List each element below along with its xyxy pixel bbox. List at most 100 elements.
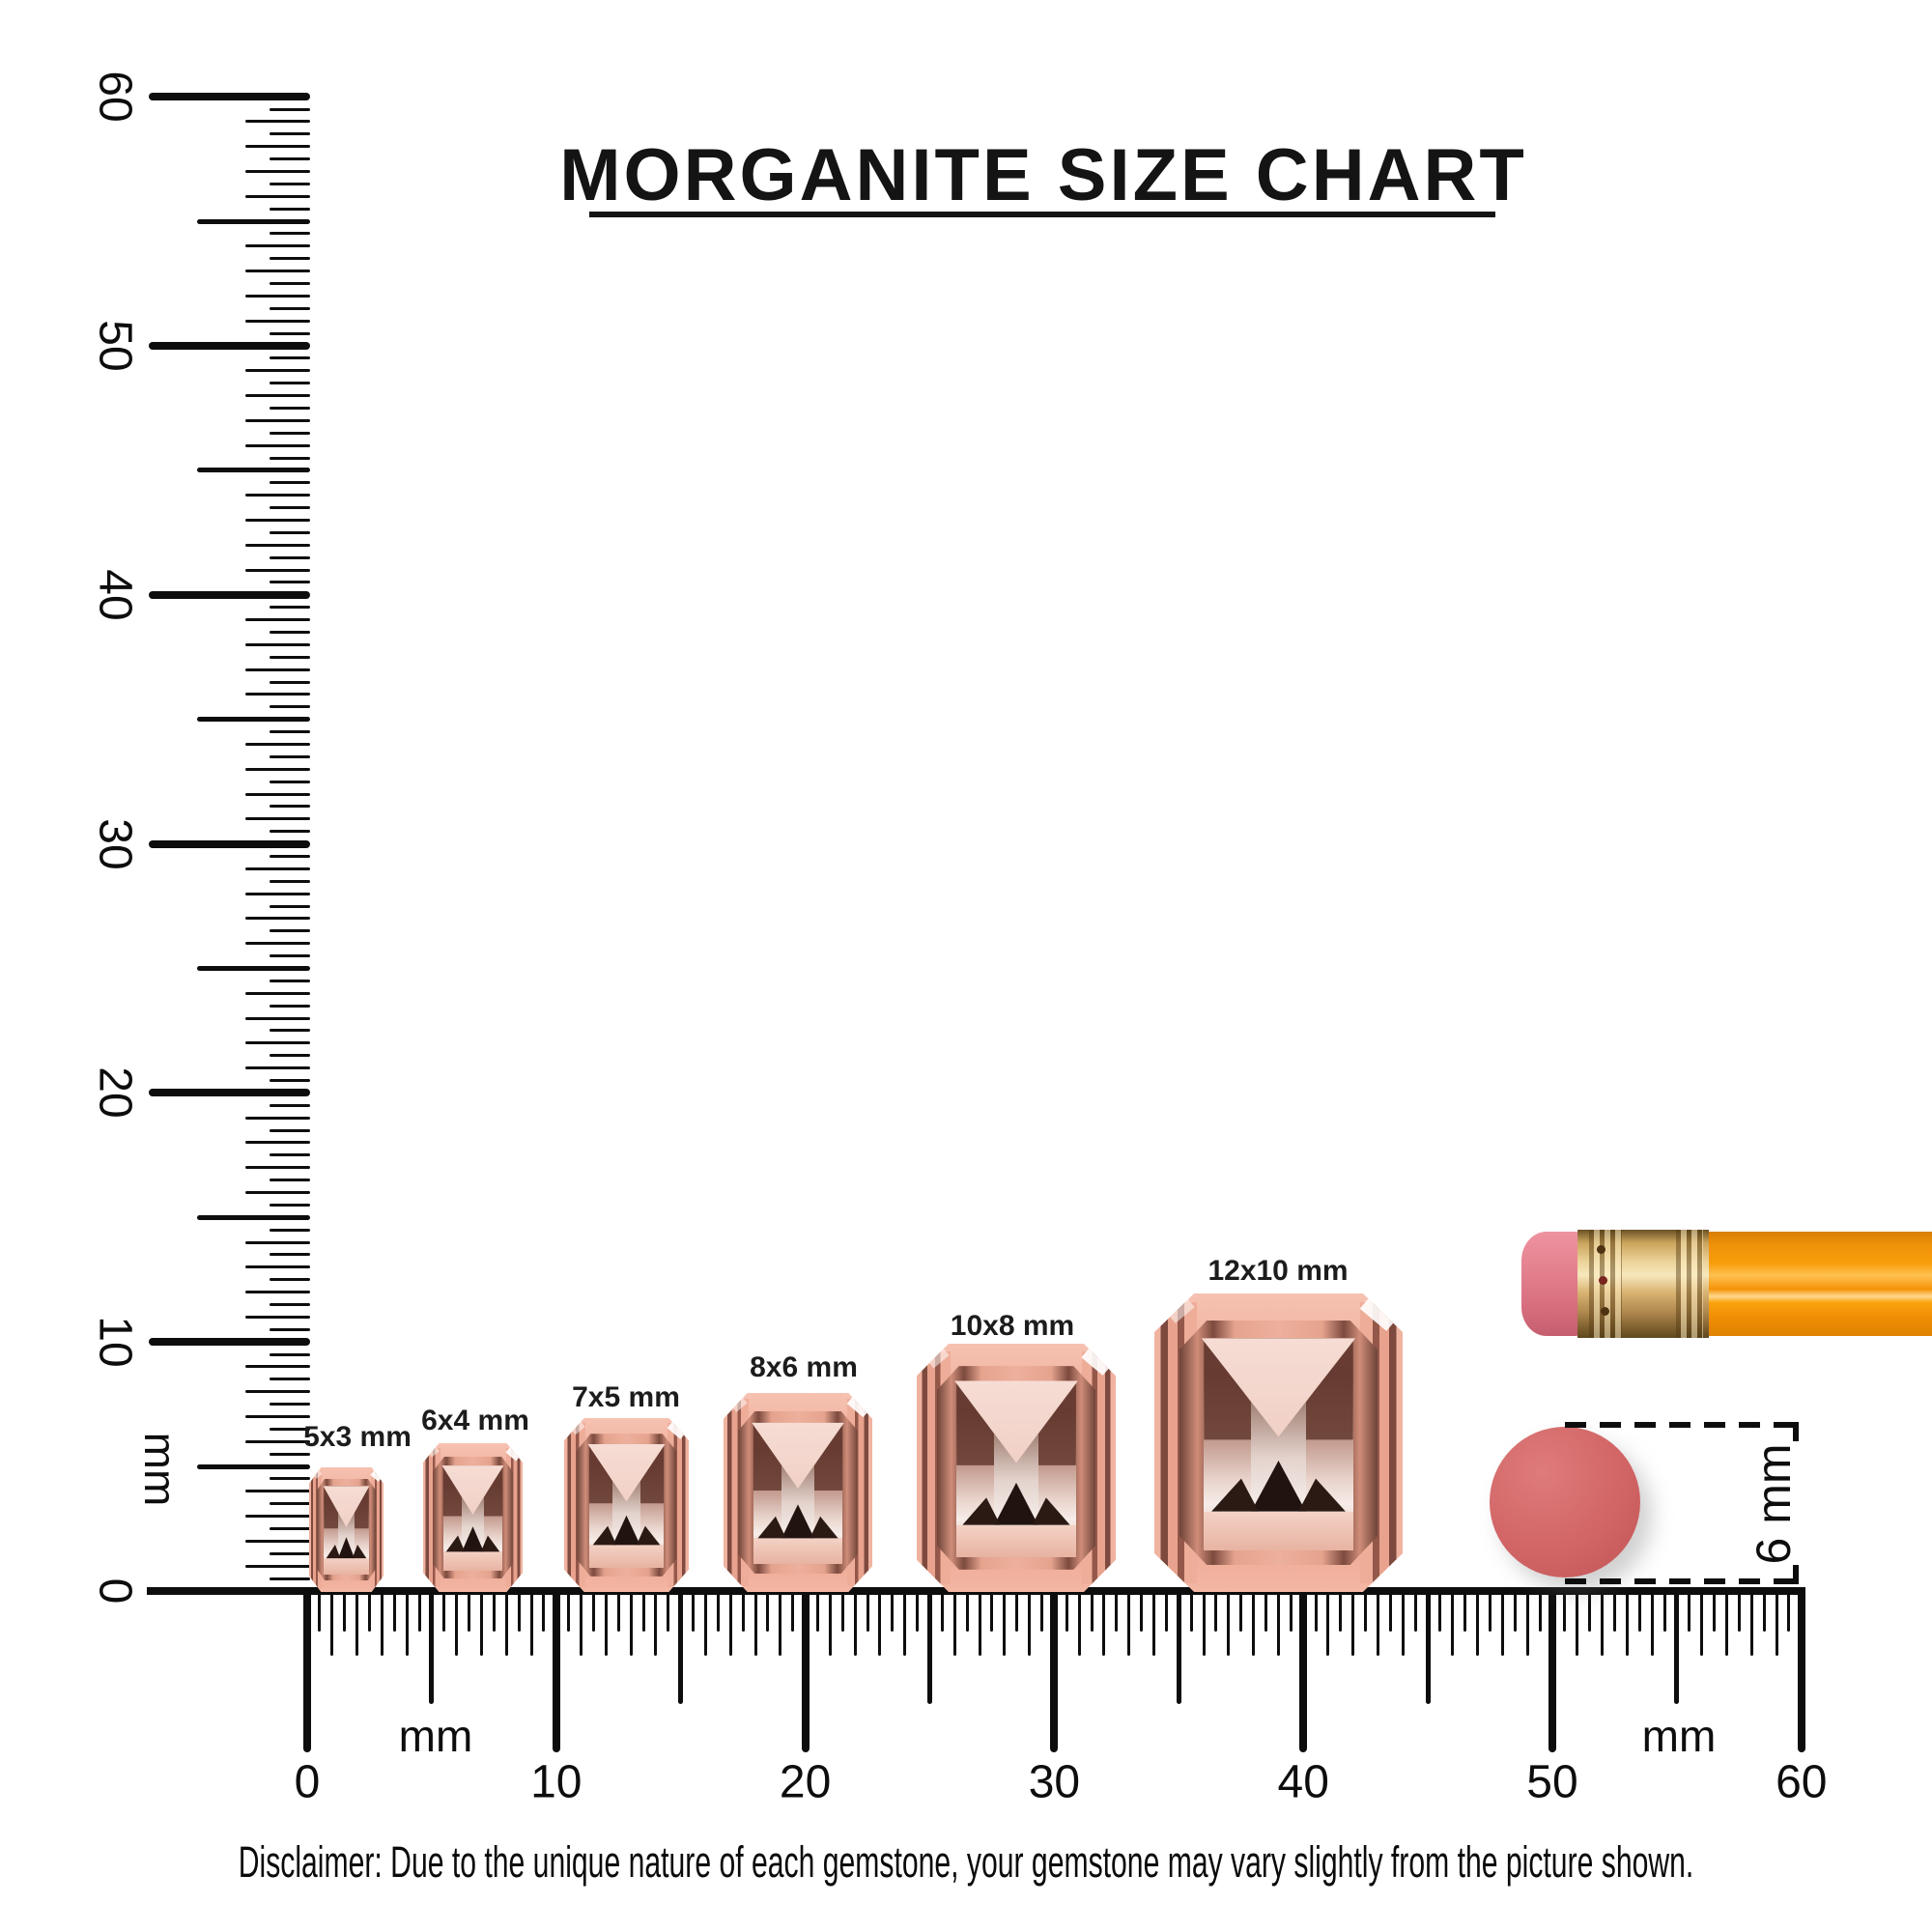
horizontal-ruler-tick <box>1601 1591 1605 1656</box>
dimension-end-stub <box>1793 1565 1799 1584</box>
vertical-ruler-tick <box>270 929 310 933</box>
horizontal-ruler-tick <box>978 1591 981 1656</box>
vertical-ruler-tick <box>245 1265 310 1269</box>
vertical-ruler-tick <box>270 705 310 709</box>
pencil-eraser <box>1521 1232 1581 1336</box>
vertical-ruler-tick <box>245 742 310 746</box>
horizontal-ruler-tick <box>1438 1591 1442 1632</box>
vertical-ruler-tick <box>270 1228 310 1232</box>
vertical-ruler-tick <box>149 1587 310 1595</box>
horizontal-ruler-tick <box>940 1591 944 1632</box>
vertical-ruler-tick <box>270 1527 310 1531</box>
vertical-ruler-number: 20 <box>89 1066 141 1120</box>
vertical-ruler-tick <box>245 1315 310 1319</box>
horizontal-ruler-tick <box>766 1591 770 1632</box>
vertical-ruler-tick <box>270 1551 310 1555</box>
vertical-ruler-tick <box>270 1577 310 1580</box>
vertical-ruler-tick <box>245 418 310 422</box>
vertical-ruler-tick <box>270 1128 310 1132</box>
vertical-ruler-number: 10 <box>89 1316 141 1368</box>
horizontal-ruler-tick <box>417 1591 421 1632</box>
vertical-ruler-tick <box>245 792 310 796</box>
vertical-ruler-number: 50 <box>89 320 141 372</box>
vertical-ruler-tick <box>245 1439 310 1443</box>
horizontal-ruler-tick <box>1476 1591 1480 1656</box>
vertical-ruler-tick <box>270 257 310 261</box>
vertical-ruler-tick <box>270 954 310 958</box>
vertical-ruler-tick <box>245 170 310 174</box>
horizontal-ruler-tick <box>479 1591 483 1656</box>
horizontal-ruler-tick <box>791 1591 795 1632</box>
vertical-ruler-tick <box>270 1352 310 1356</box>
vertical-ruler-tick <box>149 93 310 101</box>
horizontal-ruler-tick <box>1252 1591 1256 1656</box>
horizontal-ruler-tick <box>1688 1591 1691 1632</box>
horizontal-ruler-tick <box>318 1591 322 1632</box>
vertical-ruler-tick <box>149 590 310 599</box>
horizontal-ruler-tick <box>1674 1591 1680 1704</box>
horizontal-ruler-tick <box>1176 1591 1181 1704</box>
horizontal-ruler-tick <box>1326 1591 1330 1656</box>
gem-facet <box>588 1545 665 1568</box>
horizontal-ruler-tick <box>990 1591 994 1632</box>
horizontal-ruler-tick <box>866 1591 869 1632</box>
horizontal-ruler-tick <box>616 1591 620 1632</box>
horizontal-ruler-tick <box>330 1591 334 1656</box>
vertical-ruler-tick <box>197 218 310 224</box>
horizontal-ruler-tick <box>392 1591 396 1632</box>
vertical-ruler-tick <box>270 1427 310 1431</box>
vertical-ruler-tick <box>245 642 310 646</box>
vertical-ruler-tick <box>270 879 310 883</box>
horizontal-ruler-tick <box>641 1591 645 1632</box>
horizontal-ruler-tick <box>667 1591 670 1632</box>
horizontal-ruler-tick <box>1276 1591 1280 1656</box>
vertical-ruler-tick <box>245 867 310 870</box>
horizontal-ruler-tick <box>1015 1591 1019 1632</box>
horizontal-ruler-tick <box>1513 1591 1517 1632</box>
vertical-ruler-tick <box>245 1390 310 1394</box>
horizontal-ruler-tick <box>629 1591 633 1656</box>
horizontal-ruler-tick <box>1028 1591 1032 1656</box>
vertical-ruler-number: 0 <box>89 1577 141 1605</box>
horizontal-ruler-tick <box>952 1591 956 1656</box>
horizontal-ruler-tick <box>815 1591 819 1632</box>
horizontal-ruler-tick <box>801 1591 810 1752</box>
horizontal-ruler-number: 10 <box>530 1756 582 1808</box>
horizontal-ruler-tick <box>1700 1591 1704 1656</box>
vertical-ruler-tick <box>270 979 310 982</box>
horizontal-ruler-tick <box>654 1591 658 1656</box>
horizontal-ruler-tick <box>927 1591 932 1704</box>
horizontal-ruler-tick <box>916 1591 920 1632</box>
eraser-dot-6mm <box>1490 1427 1640 1577</box>
vertical-ruler-tick <box>245 1116 310 1120</box>
vertical-ruler-tick <box>245 1041 310 1045</box>
vertical-ruler-number: 30 <box>89 817 141 870</box>
vertical-ruler-tick <box>245 145 310 149</box>
vertical-ruler-tick <box>245 1166 310 1170</box>
vertical-ruler-tick <box>245 892 310 895</box>
vertical-ruler-tick <box>245 494 310 497</box>
vertical-ruler-tick <box>245 1291 310 1294</box>
pencil-ferrule <box>1577 1230 1709 1338</box>
vertical-ruler-tick <box>197 1214 310 1220</box>
dimension-line-bottom <box>1565 1578 1799 1584</box>
vertical-ruler-tick <box>149 839 310 848</box>
horizontal-ruler-tick <box>779 1591 782 1656</box>
horizontal-ruler-tick <box>1737 1591 1741 1632</box>
horizontal-ruler-tick <box>455 1591 459 1656</box>
vertical-ruler-tick <box>270 1153 310 1157</box>
gem-size-label: 10x8 mm <box>950 1310 1075 1342</box>
horizontal-ruler-tick <box>965 1591 969 1632</box>
vertical-ruler-tick <box>245 543 310 547</box>
vertical-ruler-tick <box>245 319 310 323</box>
horizontal-ruler-tick <box>542 1591 546 1632</box>
horizontal-ruler-tick <box>1289 1591 1293 1632</box>
horizontal-ruler-tick <box>1239 1591 1243 1632</box>
gem-size-label: 7x5 mm <box>572 1381 680 1413</box>
horizontal-ruler-tick <box>367 1591 371 1632</box>
vertical-ruler-tick <box>245 369 310 373</box>
horizontal-ruler-tick <box>828 1591 832 1656</box>
page-title: MORGANITE SIZE CHART <box>559 134 1527 216</box>
title-underline <box>589 212 1495 217</box>
